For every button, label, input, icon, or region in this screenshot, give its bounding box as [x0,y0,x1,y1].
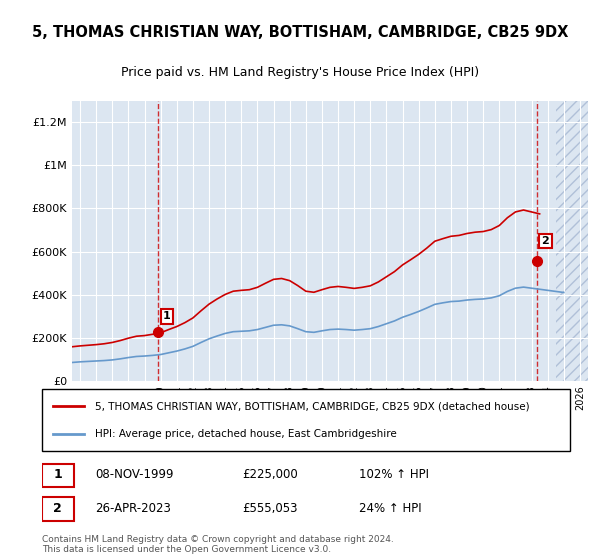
FancyBboxPatch shape [42,464,74,487]
Text: Price paid vs. HM Land Registry's House Price Index (HPI): Price paid vs. HM Land Registry's House … [121,66,479,78]
Text: £555,053: £555,053 [242,502,298,515]
Text: 5, THOMAS CHRISTIAN WAY, BOTTISHAM, CAMBRIDGE, CB25 9DX: 5, THOMAS CHRISTIAN WAY, BOTTISHAM, CAMB… [32,25,568,40]
Text: Contains HM Land Registry data © Crown copyright and database right 2024.
This d: Contains HM Land Registry data © Crown c… [42,535,394,554]
Text: 2: 2 [53,502,62,515]
Text: 1: 1 [163,311,171,321]
Text: 1: 1 [53,468,62,481]
Text: 24% ↑ HPI: 24% ↑ HPI [359,502,421,515]
Bar [556,101,588,381]
FancyBboxPatch shape [42,389,570,451]
Text: 2: 2 [542,236,550,246]
Text: 08-NOV-1999: 08-NOV-1999 [95,468,173,481]
Text: 26-APR-2023: 26-APR-2023 [95,502,170,515]
Text: 102% ↑ HPI: 102% ↑ HPI [359,468,429,481]
Text: £225,000: £225,000 [242,468,298,481]
Text: 5, THOMAS CHRISTIAN WAY, BOTTISHAM, CAMBRIDGE, CB25 9DX (detached house): 5, THOMAS CHRISTIAN WAY, BOTTISHAM, CAMB… [95,402,529,412]
FancyBboxPatch shape [42,497,74,521]
Text: HPI: Average price, detached house, East Cambridgeshire: HPI: Average price, detached house, East… [95,428,397,438]
